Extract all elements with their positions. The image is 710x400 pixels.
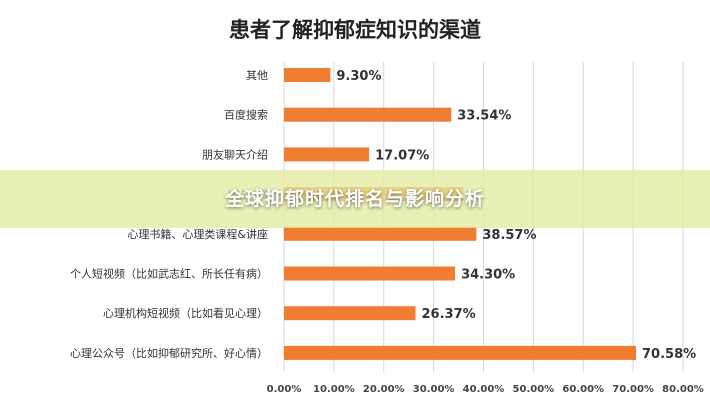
category-label: 朋友聊天介绍 — [202, 147, 268, 161]
category-label: 心理公众号（比如抑郁研究所、好心情） — [70, 346, 268, 360]
value-label: 38.57% — [482, 228, 536, 243]
value-labels: 9.30% 33.54% 17.07% 38.57% 34.30% 26.37% 70.58… — [336, 69, 696, 362]
x-tick-label: 30.00% — [413, 384, 455, 395]
overlay-banner — [0, 170, 710, 228]
category-label: 其他 — [246, 69, 268, 82]
bar — [284, 68, 331, 82]
value-label: 9.30% — [336, 69, 381, 84]
chart-title: 患者了解抑郁症知识的渠道 — [229, 18, 481, 42]
category-label: 个人短视频（比如武志红、所长任有病） — [70, 267, 268, 281]
bar — [284, 147, 370, 162]
value-label: 70.58% — [642, 347, 696, 362]
bar — [284, 345, 637, 360]
x-tick-label: 80.00% — [662, 384, 704, 395]
x-tick-label: 10.00% — [313, 384, 355, 395]
x-tick-label: 20.00% — [363, 384, 405, 395]
x-tick-label: 0.00% — [267, 384, 302, 395]
x-tick-label: 40.00% — [463, 384, 505, 395]
bar — [284, 226, 477, 241]
value-label: 26.37% — [422, 307, 476, 322]
category-label: 心理机构短视频（比如看见心理） — [103, 306, 268, 320]
bar — [284, 306, 416, 321]
category-label: 心理书籍、心理类课程&讲座 — [127, 227, 268, 241]
category-label: 百度搜索 — [224, 108, 268, 122]
value-label: 33.54% — [457, 109, 511, 124]
bar — [284, 107, 452, 122]
bar — [284, 266, 456, 281]
x-tick-label: 60.00% — [562, 384, 604, 395]
x-tick-label: 70.00% — [612, 384, 654, 395]
value-label: 34.30% — [461, 268, 515, 283]
value-label: 17.07% — [375, 148, 429, 163]
x-tick-label: 50.00% — [513, 384, 555, 395]
x-tick-labels: 0.00% 10.00% 20.00% 30.00% 40.00% 50.00% 60.00… — [267, 384, 704, 395]
overlay-title: 全球抑郁时代排名与影响分析 — [224, 188, 485, 210]
